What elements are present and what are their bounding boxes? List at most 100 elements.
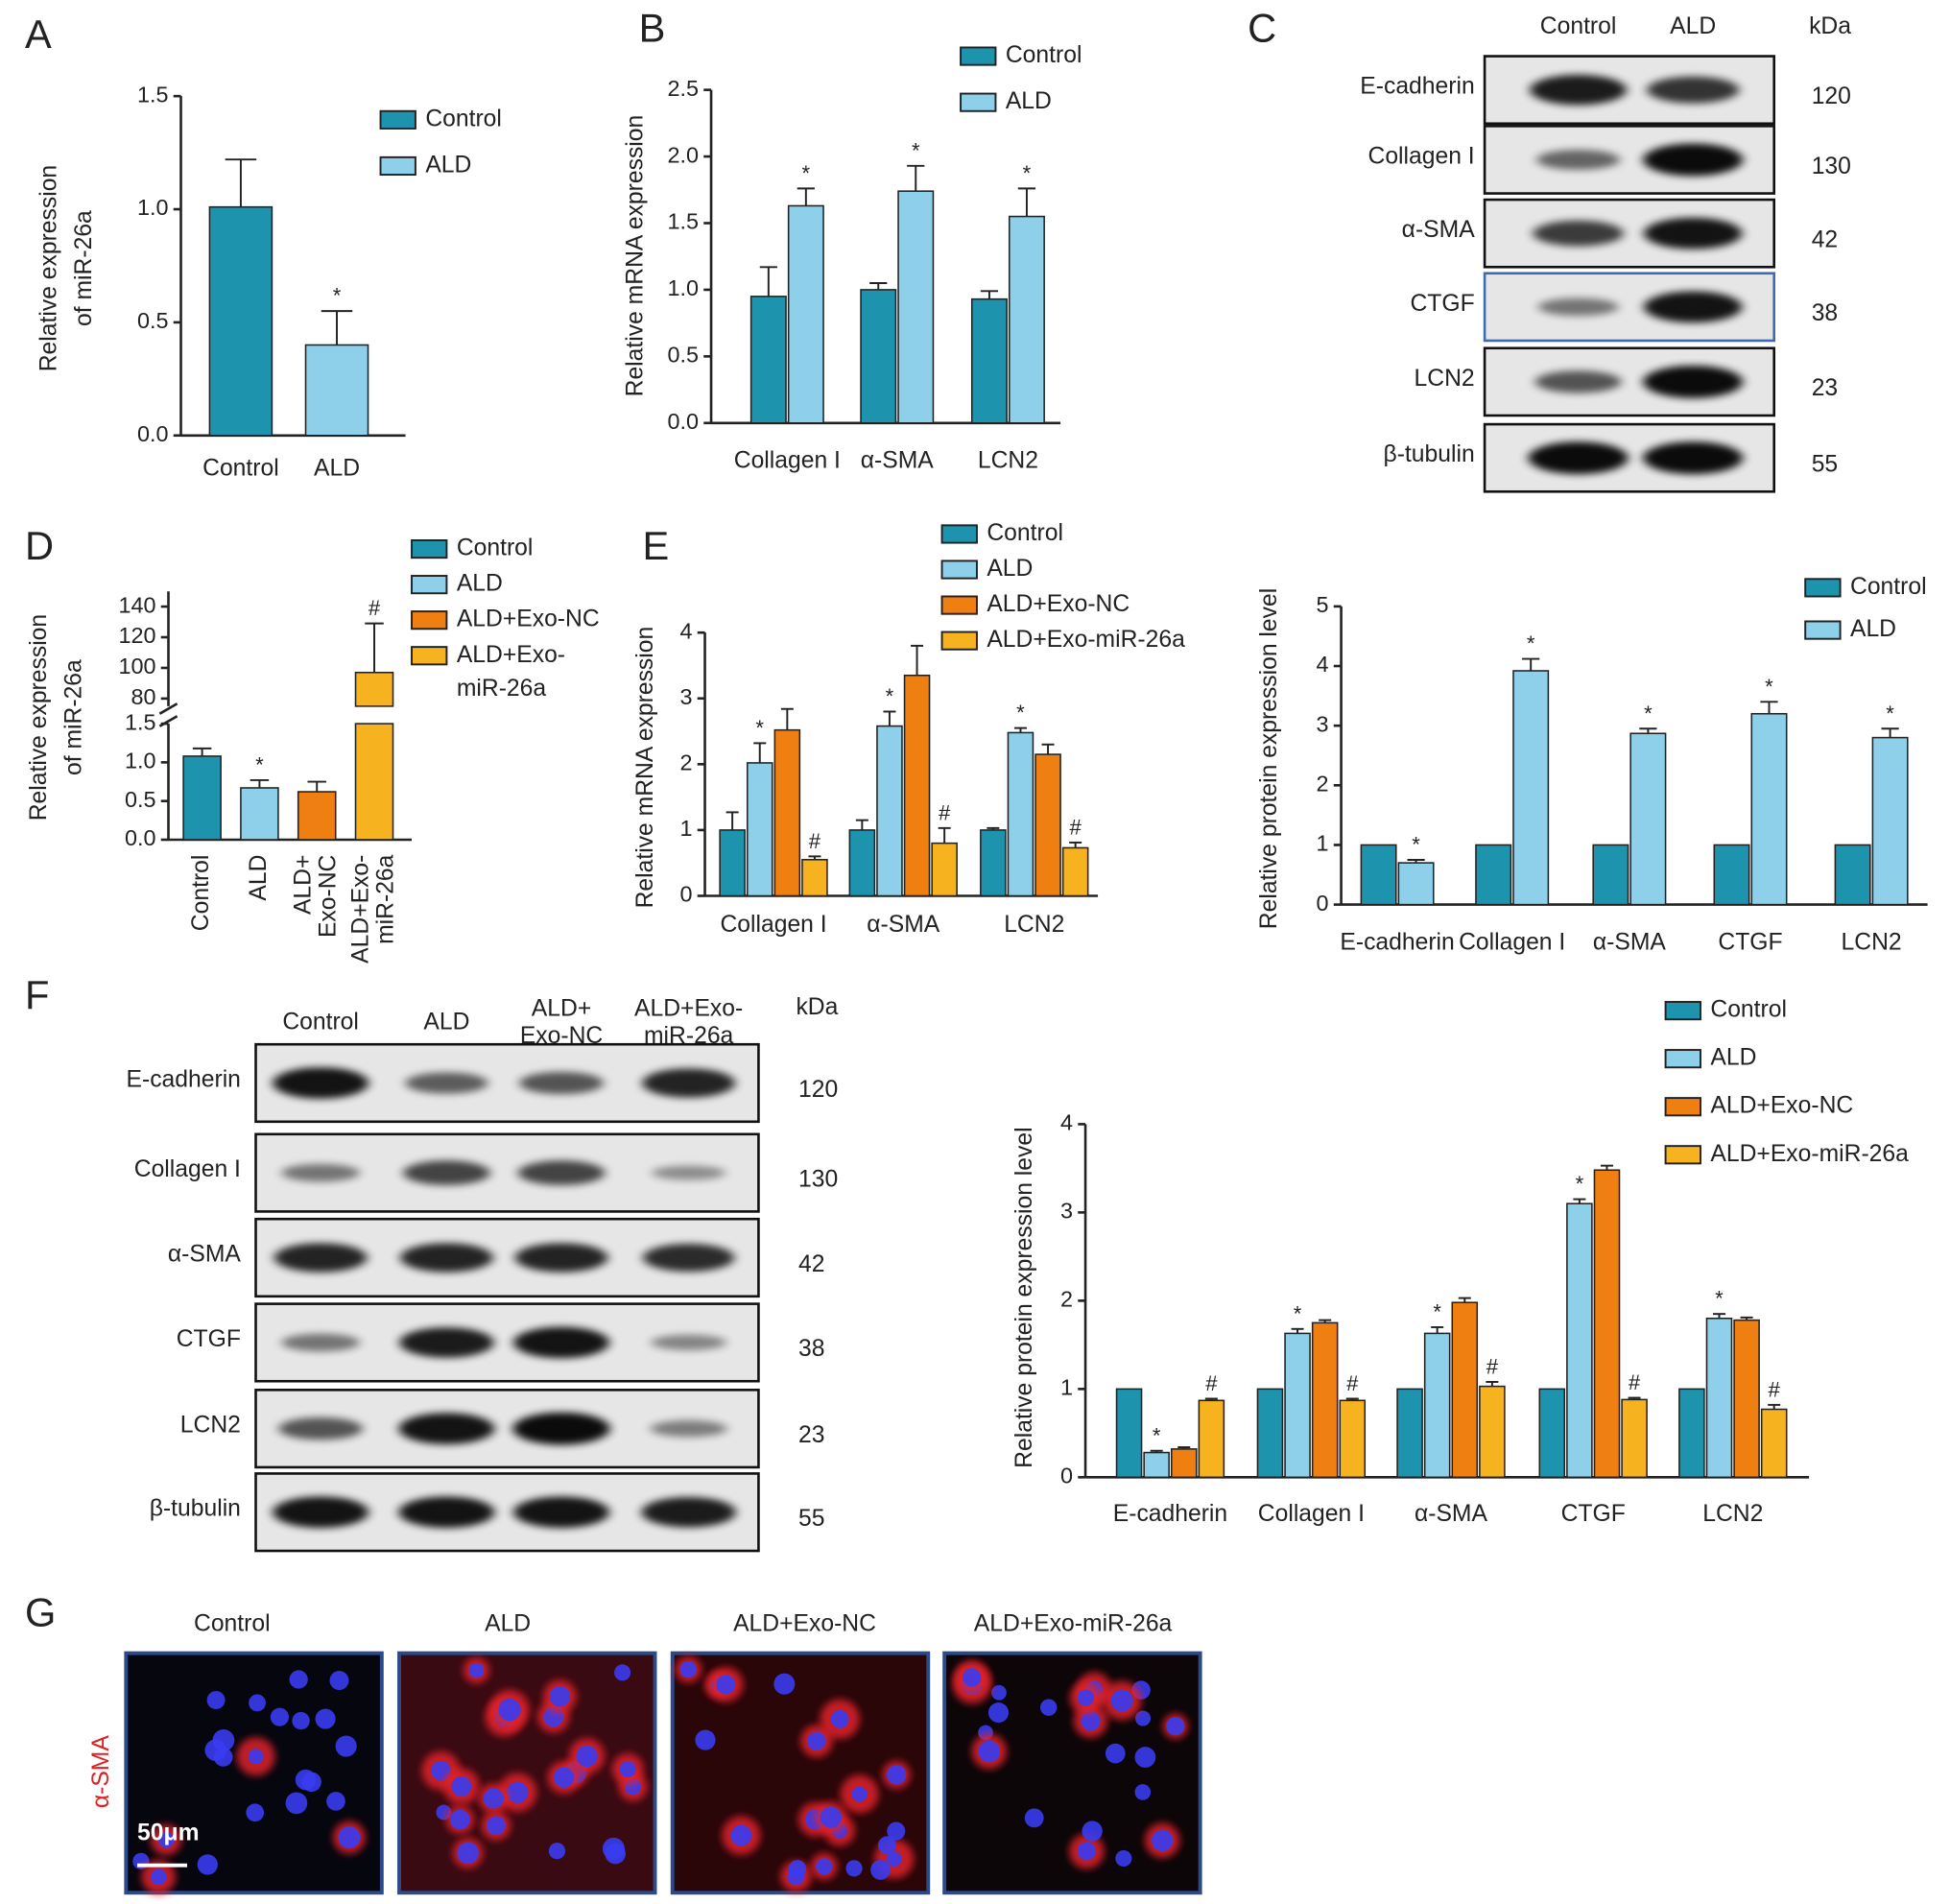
column-label: Control bbox=[194, 1610, 271, 1636]
blot-band bbox=[512, 1412, 610, 1445]
kda-value: 38 bbox=[1812, 300, 1838, 326]
lane-label: ALD bbox=[423, 1010, 469, 1035]
protein-label: β-tubulin bbox=[1384, 441, 1475, 467]
cell-nucleus bbox=[1110, 1689, 1133, 1712]
cell-nucleus bbox=[830, 1709, 849, 1728]
cell-nucleus bbox=[730, 1824, 752, 1846]
blot-band bbox=[642, 1243, 735, 1273]
legend-swatch bbox=[1664, 1097, 1701, 1117]
significance-mark: # bbox=[809, 829, 821, 853]
bar bbox=[746, 762, 773, 897]
significance-mark: * bbox=[1576, 1172, 1584, 1196]
y-tick-label: 0.0 bbox=[137, 421, 169, 446]
bar bbox=[1538, 1388, 1566, 1479]
kda-value: 55 bbox=[1812, 452, 1838, 478]
y-tick-label: 2 bbox=[1317, 771, 1329, 796]
legend-label: ALD bbox=[1006, 88, 1052, 114]
cell-nucleus bbox=[506, 1781, 529, 1803]
blot-band bbox=[652, 1165, 726, 1180]
cell-nucleus bbox=[326, 1792, 345, 1811]
y-tick-label: 1 bbox=[1060, 1375, 1073, 1400]
protein-label: LCN2 bbox=[1415, 366, 1475, 392]
bar bbox=[897, 190, 935, 424]
legend-swatch bbox=[940, 631, 978, 651]
legend-swatch bbox=[411, 575, 448, 595]
protein-label: Collagen I bbox=[1368, 143, 1475, 169]
significance-mark: * bbox=[1765, 675, 1773, 699]
y-tick-label: 0 bbox=[1060, 1464, 1073, 1488]
legend-label: ALD bbox=[425, 152, 471, 178]
y-axis-label: Relative expression bbox=[36, 165, 62, 371]
y-tick-label: 1.0 bbox=[137, 195, 169, 220]
legend-swatch bbox=[1804, 578, 1842, 598]
bar bbox=[1629, 732, 1667, 906]
bar bbox=[240, 787, 279, 841]
kda-value: 38 bbox=[798, 1336, 824, 1362]
lane-label: ALD bbox=[1670, 13, 1716, 39]
cell-nucleus bbox=[301, 1772, 321, 1793]
significance-mark: * bbox=[1412, 833, 1420, 857]
y-tick-label: 2.0 bbox=[668, 142, 700, 167]
cell-nucleus bbox=[773, 1673, 796, 1695]
significance-mark: * bbox=[886, 684, 894, 708]
legend-label: ALD+Exo-miR-26a bbox=[1710, 1141, 1909, 1167]
legend-swatch bbox=[960, 92, 997, 112]
legend-label: miR-26a bbox=[457, 676, 547, 702]
cell-nucleus bbox=[315, 1708, 336, 1729]
kda-value: 42 bbox=[1812, 226, 1838, 252]
blot-band bbox=[1534, 370, 1622, 393]
protein-label: Collagen I bbox=[134, 1156, 241, 1182]
cell-nucleus bbox=[249, 1694, 266, 1712]
blot-band bbox=[1537, 298, 1619, 317]
cell-nucleus bbox=[1077, 1689, 1095, 1706]
x-tick-label: Collagen I bbox=[720, 912, 826, 938]
y-tick-label: 0.5 bbox=[125, 787, 156, 812]
y-axis-label: of miR-26a bbox=[61, 659, 87, 775]
cell-nucleus bbox=[845, 1860, 863, 1877]
y-axis-label: of miR-26a bbox=[71, 210, 97, 326]
x-tick-label: CTGF bbox=[1718, 929, 1782, 955]
significance-mark: * bbox=[1886, 702, 1894, 726]
bar bbox=[1871, 736, 1909, 906]
cell-nucleus bbox=[204, 1739, 226, 1761]
bar bbox=[354, 723, 394, 841]
panel-label: F bbox=[25, 972, 49, 1017]
significance-mark: * bbox=[1153, 1423, 1161, 1447]
bar bbox=[1143, 1451, 1170, 1479]
lane-label: Control bbox=[282, 1010, 359, 1035]
legend-label: ALD+Exo-NC bbox=[457, 607, 600, 632]
blot-band bbox=[398, 1496, 495, 1529]
y-tick-label: 4 bbox=[1060, 1110, 1073, 1135]
cell-nucleus bbox=[150, 1868, 167, 1886]
blot-band bbox=[650, 1419, 727, 1438]
x-tick-label: Collagen I bbox=[1258, 1501, 1365, 1527]
significance-mark: * bbox=[1294, 1301, 1302, 1325]
cell-nucleus bbox=[1134, 1747, 1156, 1768]
legend-swatch bbox=[411, 539, 448, 559]
y-tick-label: 80 bbox=[131, 684, 155, 709]
y-tick-label: 2 bbox=[680, 750, 693, 775]
cell-nucleus bbox=[820, 1806, 843, 1828]
cell-nucleus bbox=[963, 1668, 982, 1687]
blot-band bbox=[1528, 441, 1629, 475]
significance-mark: # bbox=[1346, 1371, 1359, 1395]
bar bbox=[354, 671, 394, 707]
cell-nucleus bbox=[987, 1702, 1009, 1724]
bar bbox=[1750, 712, 1788, 906]
bar bbox=[1479, 1385, 1506, 1479]
bar bbox=[876, 725, 903, 897]
cell-nucleus bbox=[285, 1792, 308, 1815]
cell-nucleus bbox=[553, 1767, 575, 1788]
bar bbox=[1713, 844, 1750, 906]
cell-nucleus bbox=[991, 1684, 1007, 1701]
significance-mark: # bbox=[1769, 1377, 1781, 1401]
bar bbox=[1397, 862, 1435, 906]
blot-band bbox=[400, 1243, 493, 1273]
y-tick-label: 0 bbox=[680, 882, 693, 907]
x-tick-label: Control bbox=[188, 855, 214, 932]
legend-label: ALD bbox=[987, 556, 1033, 582]
y-tick-label: 1.5 bbox=[137, 82, 169, 107]
y-tick-label: 0.0 bbox=[125, 825, 156, 850]
legend-swatch bbox=[940, 524, 978, 544]
